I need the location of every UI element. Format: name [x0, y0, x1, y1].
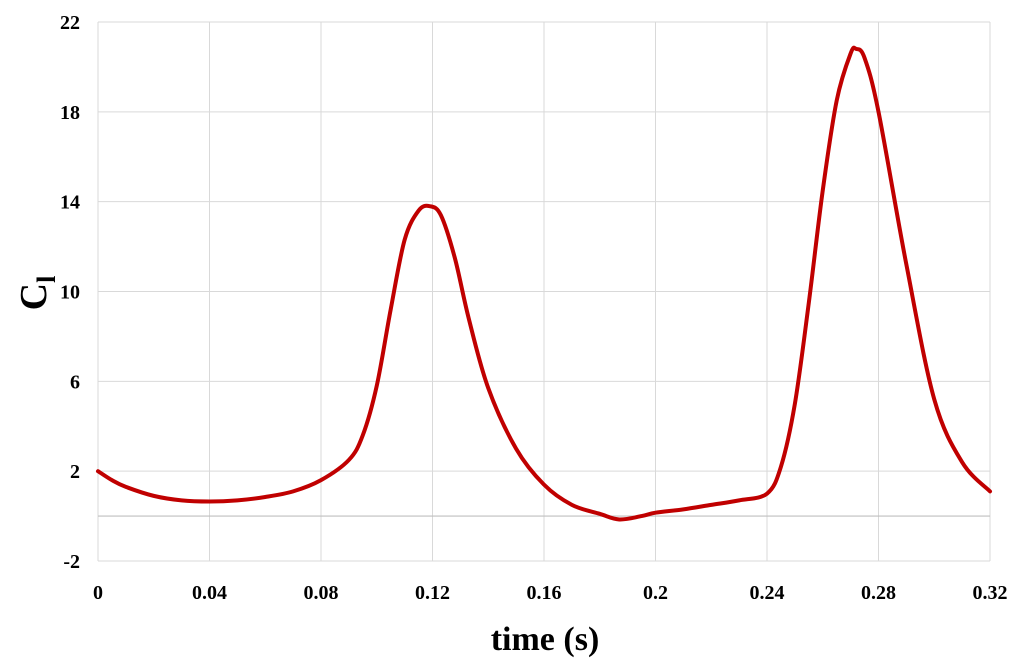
x-tick-label: 0	[93, 582, 103, 604]
y-axis-label: C	[13, 283, 55, 310]
series-line	[96, 45, 992, 522]
x-tick-label: 0.32	[973, 582, 1008, 604]
y-tick-label: 2	[70, 461, 80, 483]
y-tick-label: 6	[70, 371, 80, 393]
grid-lines	[97, 21, 991, 562]
x-tick-label: 0.04	[192, 582, 227, 604]
x-tick-label: 0.08	[304, 582, 339, 604]
y-tick-label: 18	[60, 102, 80, 124]
x-tick-label: 0.12	[415, 582, 450, 604]
y-tick-label: 14	[60, 192, 80, 214]
y-tick-label: 22	[60, 12, 80, 34]
y-axis-label-group: Cl	[13, 276, 61, 311]
x-tick-label: 0.28	[861, 582, 896, 604]
y-tick-label: -2	[63, 551, 80, 573]
y-tick-label: 10	[60, 282, 80, 304]
tick-labels: 0 0.04 0.08 0.12 0.16 0.2 0.24 0.28 0.32 -2 2 6 10 14…	[60, 12, 1008, 604]
x-axis-label: time (s)	[491, 621, 600, 658]
x-tick-label: 0.24	[750, 582, 785, 604]
svg-text:Cl: Cl	[13, 276, 61, 311]
x-tick-label: 0.2	[643, 582, 668, 604]
series-layer	[96, 45, 992, 522]
x-tick-label: 0.16	[527, 582, 562, 604]
y-axis-label-subscript: l	[32, 276, 61, 283]
